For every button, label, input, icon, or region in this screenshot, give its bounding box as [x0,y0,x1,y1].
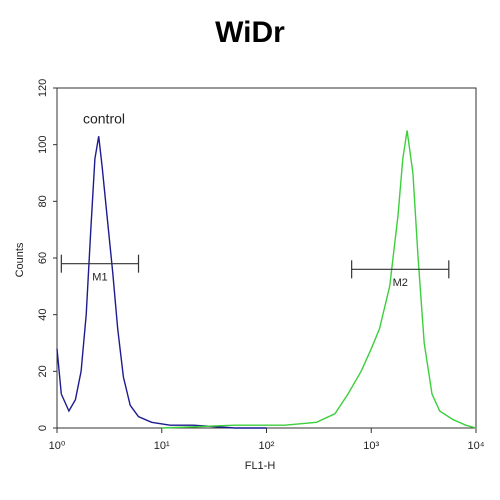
y-tick-label: 0 [37,425,49,431]
x-tick-label: 10⁴ [468,440,485,452]
series-annotation: control [83,111,125,127]
plot-frame [56,87,477,429]
x-axis-label: FL1-H [245,460,276,472]
x-tick-label: 10¹ [154,440,170,452]
series-line [56,136,267,429]
y-tick-label: 20 [37,365,49,377]
x-tick-label: 10³ [363,440,379,452]
x-tick-label: 10⁰ [49,440,66,452]
y-tick-label: 120 [37,79,49,97]
y-tick-label: 40 [37,309,49,321]
y-axis-label: Counts [14,242,26,277]
gate-label: M2 [393,277,408,289]
gate-label: M1 [92,272,107,284]
y-tick-label: 60 [37,252,49,264]
x-tick-label: 10² [259,440,275,452]
y-tick-label: 100 [37,135,49,153]
series-line [161,130,477,429]
y-tick-label: 80 [37,195,49,207]
chart-title: WiDr [215,16,285,49]
